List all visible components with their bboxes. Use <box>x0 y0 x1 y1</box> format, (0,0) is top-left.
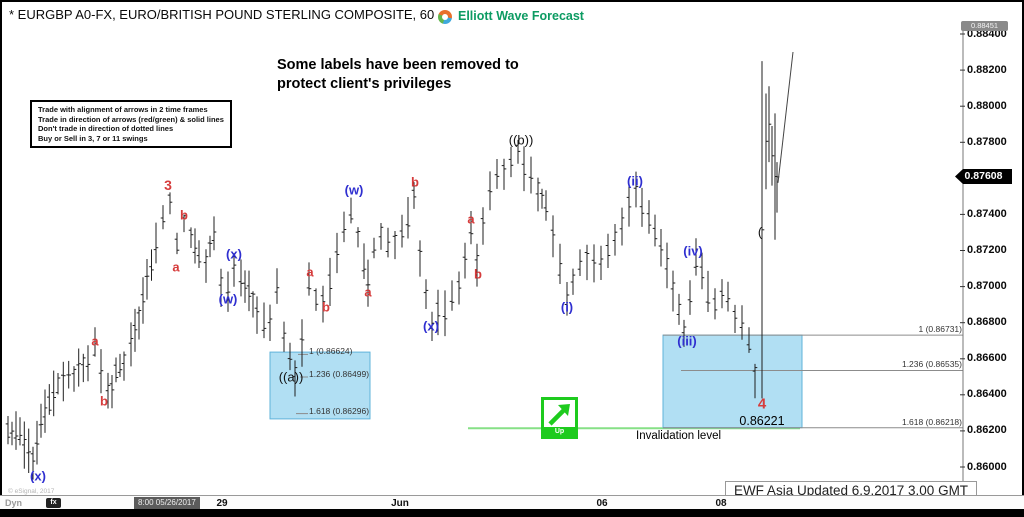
fib-level-label: 1.618 (0.86218) <box>901 416 962 427</box>
fib-level-label: 1 (0.86731) <box>918 324 962 335</box>
time-axis[interactable]: Dyn fx 8:00 05/26/2017 29 Jun 06 08 <box>0 495 1024 509</box>
wave-label: (x) <box>30 468 46 484</box>
wave-label: a <box>172 259 180 275</box>
x-axis-tick-label: Jun <box>391 498 409 509</box>
fib-level-label: 1.236 (0.86535) <box>901 359 962 370</box>
wave-label: a <box>364 284 372 300</box>
bottom-taskbar <box>0 509 1024 517</box>
x-axis-tick-label: 06 <box>596 498 608 509</box>
wave-label: (i) <box>560 299 574 315</box>
wave4-price-label: 0.86221 <box>739 414 785 428</box>
wave-label: ((a)) <box>278 369 304 385</box>
elliott-wave-forecast-logo-icon <box>438 10 452 24</box>
wave-label: (x) <box>226 246 242 262</box>
wave-label: 4 <box>757 395 767 413</box>
wave-label: b <box>100 393 108 409</box>
wave-label: ( <box>757 224 763 240</box>
symbol-title: * EURGBP A0-FX, EURO/BRITISH POUND STERL… <box>9 7 435 22</box>
privacy-note-line1: Some labels have been removed to <box>277 57 519 73</box>
trading-rule-line: Trade in direction of arrows (red/green)… <box>38 114 224 124</box>
y-axis-tick-label: 0.87200 <box>967 244 1007 256</box>
y-axis-tick-label: 0.86800 <box>967 316 1007 329</box>
wave-label: b <box>180 207 188 223</box>
dyn-label: Dyn <box>5 498 23 508</box>
trading-rule-line: Trade with alignment of arrows in 2 time… <box>38 105 208 114</box>
up-arrow-signal-icon: Up <box>541 397 578 439</box>
fib-level-label: 1.618 (0.86296) <box>309 405 370 416</box>
invalidation-level-label: Invalidation level <box>636 430 722 442</box>
wave-label: b <box>322 299 330 315</box>
esignal-copyright: © eSignal, 2017 <box>8 488 55 495</box>
privacy-note-line2: protect client's privileges <box>277 76 452 92</box>
y-axis-tick-label: 0.86400 <box>967 388 1007 401</box>
session-high-badge: 0.88451 <box>961 21 1008 31</box>
y-axis-tick-label: 0.86200 <box>967 424 1007 437</box>
y-axis-tick-label: 0.88200 <box>967 63 1007 76</box>
wave-label: (ii) <box>627 173 643 189</box>
wave-label: b <box>474 266 482 282</box>
trading-rule-line: Don't trade in direction of dotted lines <box>38 124 174 133</box>
y-axis-tick-label: 0.87400 <box>967 207 1007 220</box>
wave-label: a <box>306 264 314 280</box>
wave-label: (iii) <box>677 333 697 349</box>
privacy-note: Some labels have been removed to protect… <box>277 56 519 94</box>
last-price-badge: 0.87608 <box>955 169 1012 184</box>
wave-label: b <box>411 174 419 190</box>
wave-label: (w) <box>218 291 238 307</box>
up-arrow-glyph <box>548 404 570 426</box>
x-axis-tick-label: 29 <box>216 498 228 509</box>
wave-label: 3 <box>164 177 172 193</box>
cursor-time-badge: 8:00 05/26/2017 <box>134 497 200 509</box>
trading-rule-line: Buy or Sell in 3, 7 or 11 swings <box>38 133 148 143</box>
wave-label: ((b)) <box>508 132 534 148</box>
y-axis-tick-label: 0.88000 <box>967 99 1007 112</box>
wave-label: (iv) <box>683 243 703 259</box>
wave-label: (w) <box>344 182 364 198</box>
x-axis-tick-label: 08 <box>715 498 727 509</box>
wave-label: (x) <box>423 318 439 334</box>
y-axis-tick-label: 0.86000 <box>967 460 1007 473</box>
y-axis-tick-label: 0.87000 <box>967 280 1007 293</box>
y-axis-tick-label: 0.87800 <box>967 135 1007 148</box>
trading-rules-box: Trade with alignment of arrows in 2 time… <box>30 100 232 148</box>
fib-level-label: 1.236 (0.86499) <box>309 368 370 379</box>
up-arrow-label: Up <box>544 427 575 436</box>
y-axis-tick-label: 0.86600 <box>967 352 1007 365</box>
brand-name: Elliott Wave Forecast <box>458 9 584 23</box>
fib-level-label: 1 (0.86624) <box>309 346 353 357</box>
wave-label: a <box>467 211 475 227</box>
fx-tool-icon[interactable]: fx <box>46 498 61 508</box>
wave-label: a <box>91 333 99 349</box>
